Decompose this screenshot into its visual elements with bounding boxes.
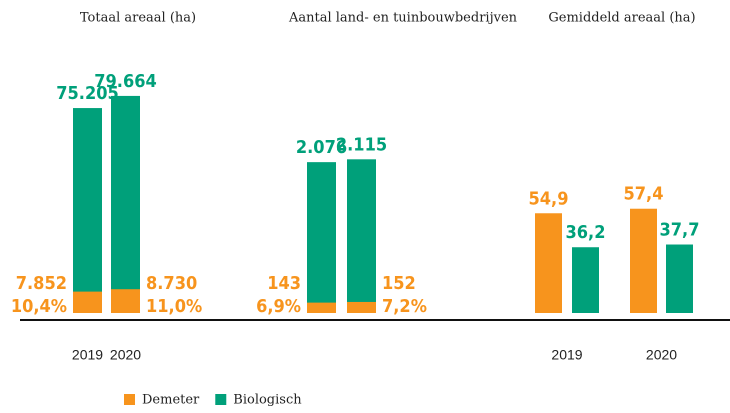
bar [572, 247, 599, 313]
legend-label: Biologisch [233, 393, 302, 408]
legend-swatch [215, 394, 227, 405]
x-tick-label: 2019 [72, 347, 103, 363]
value-label: 37,7 [660, 220, 700, 241]
legend-swatch [124, 394, 135, 405]
x-tick-label: 2020 [646, 347, 677, 363]
value-label: 2.076 [296, 137, 347, 158]
share-label: 10,4% [11, 296, 67, 317]
panel-title: Totaal areaal (ha) [80, 11, 196, 26]
bar [73, 291, 102, 313]
value-label: 8.730 [146, 273, 197, 294]
bar [307, 302, 336, 313]
x-tick-label: 2020 [110, 347, 141, 363]
share-label: 11,0% [146, 296, 202, 317]
bar [307, 162, 336, 313]
share-label: 7,2% [382, 296, 427, 317]
value-label: 152 [382, 273, 416, 294]
bar [347, 159, 376, 313]
bar [73, 108, 102, 313]
value-label: 75.205 [56, 83, 119, 104]
value-label: 7.852 [16, 273, 67, 294]
value-label: 57,4 [624, 184, 664, 205]
value-label: 2.115 [336, 134, 387, 155]
value-label: 36,2 [566, 222, 606, 243]
bar [111, 95, 140, 313]
bar [535, 213, 562, 313]
bar [111, 289, 140, 313]
value-label: 54,9 [529, 188, 569, 209]
bar [630, 208, 657, 313]
share-label: 6,9% [256, 296, 301, 317]
x-tick-label: 2019 [551, 347, 582, 363]
bar [347, 301, 376, 313]
value-label: 143 [267, 273, 301, 294]
bar [666, 244, 693, 313]
value-label: 79.664 [94, 71, 157, 92]
panel-title: Gemiddeld areaal (ha) [548, 11, 695, 26]
panel-title: Aantal land- en tuinbouwbedrijven [288, 11, 518, 26]
legend-label: Demeter [142, 393, 200, 408]
